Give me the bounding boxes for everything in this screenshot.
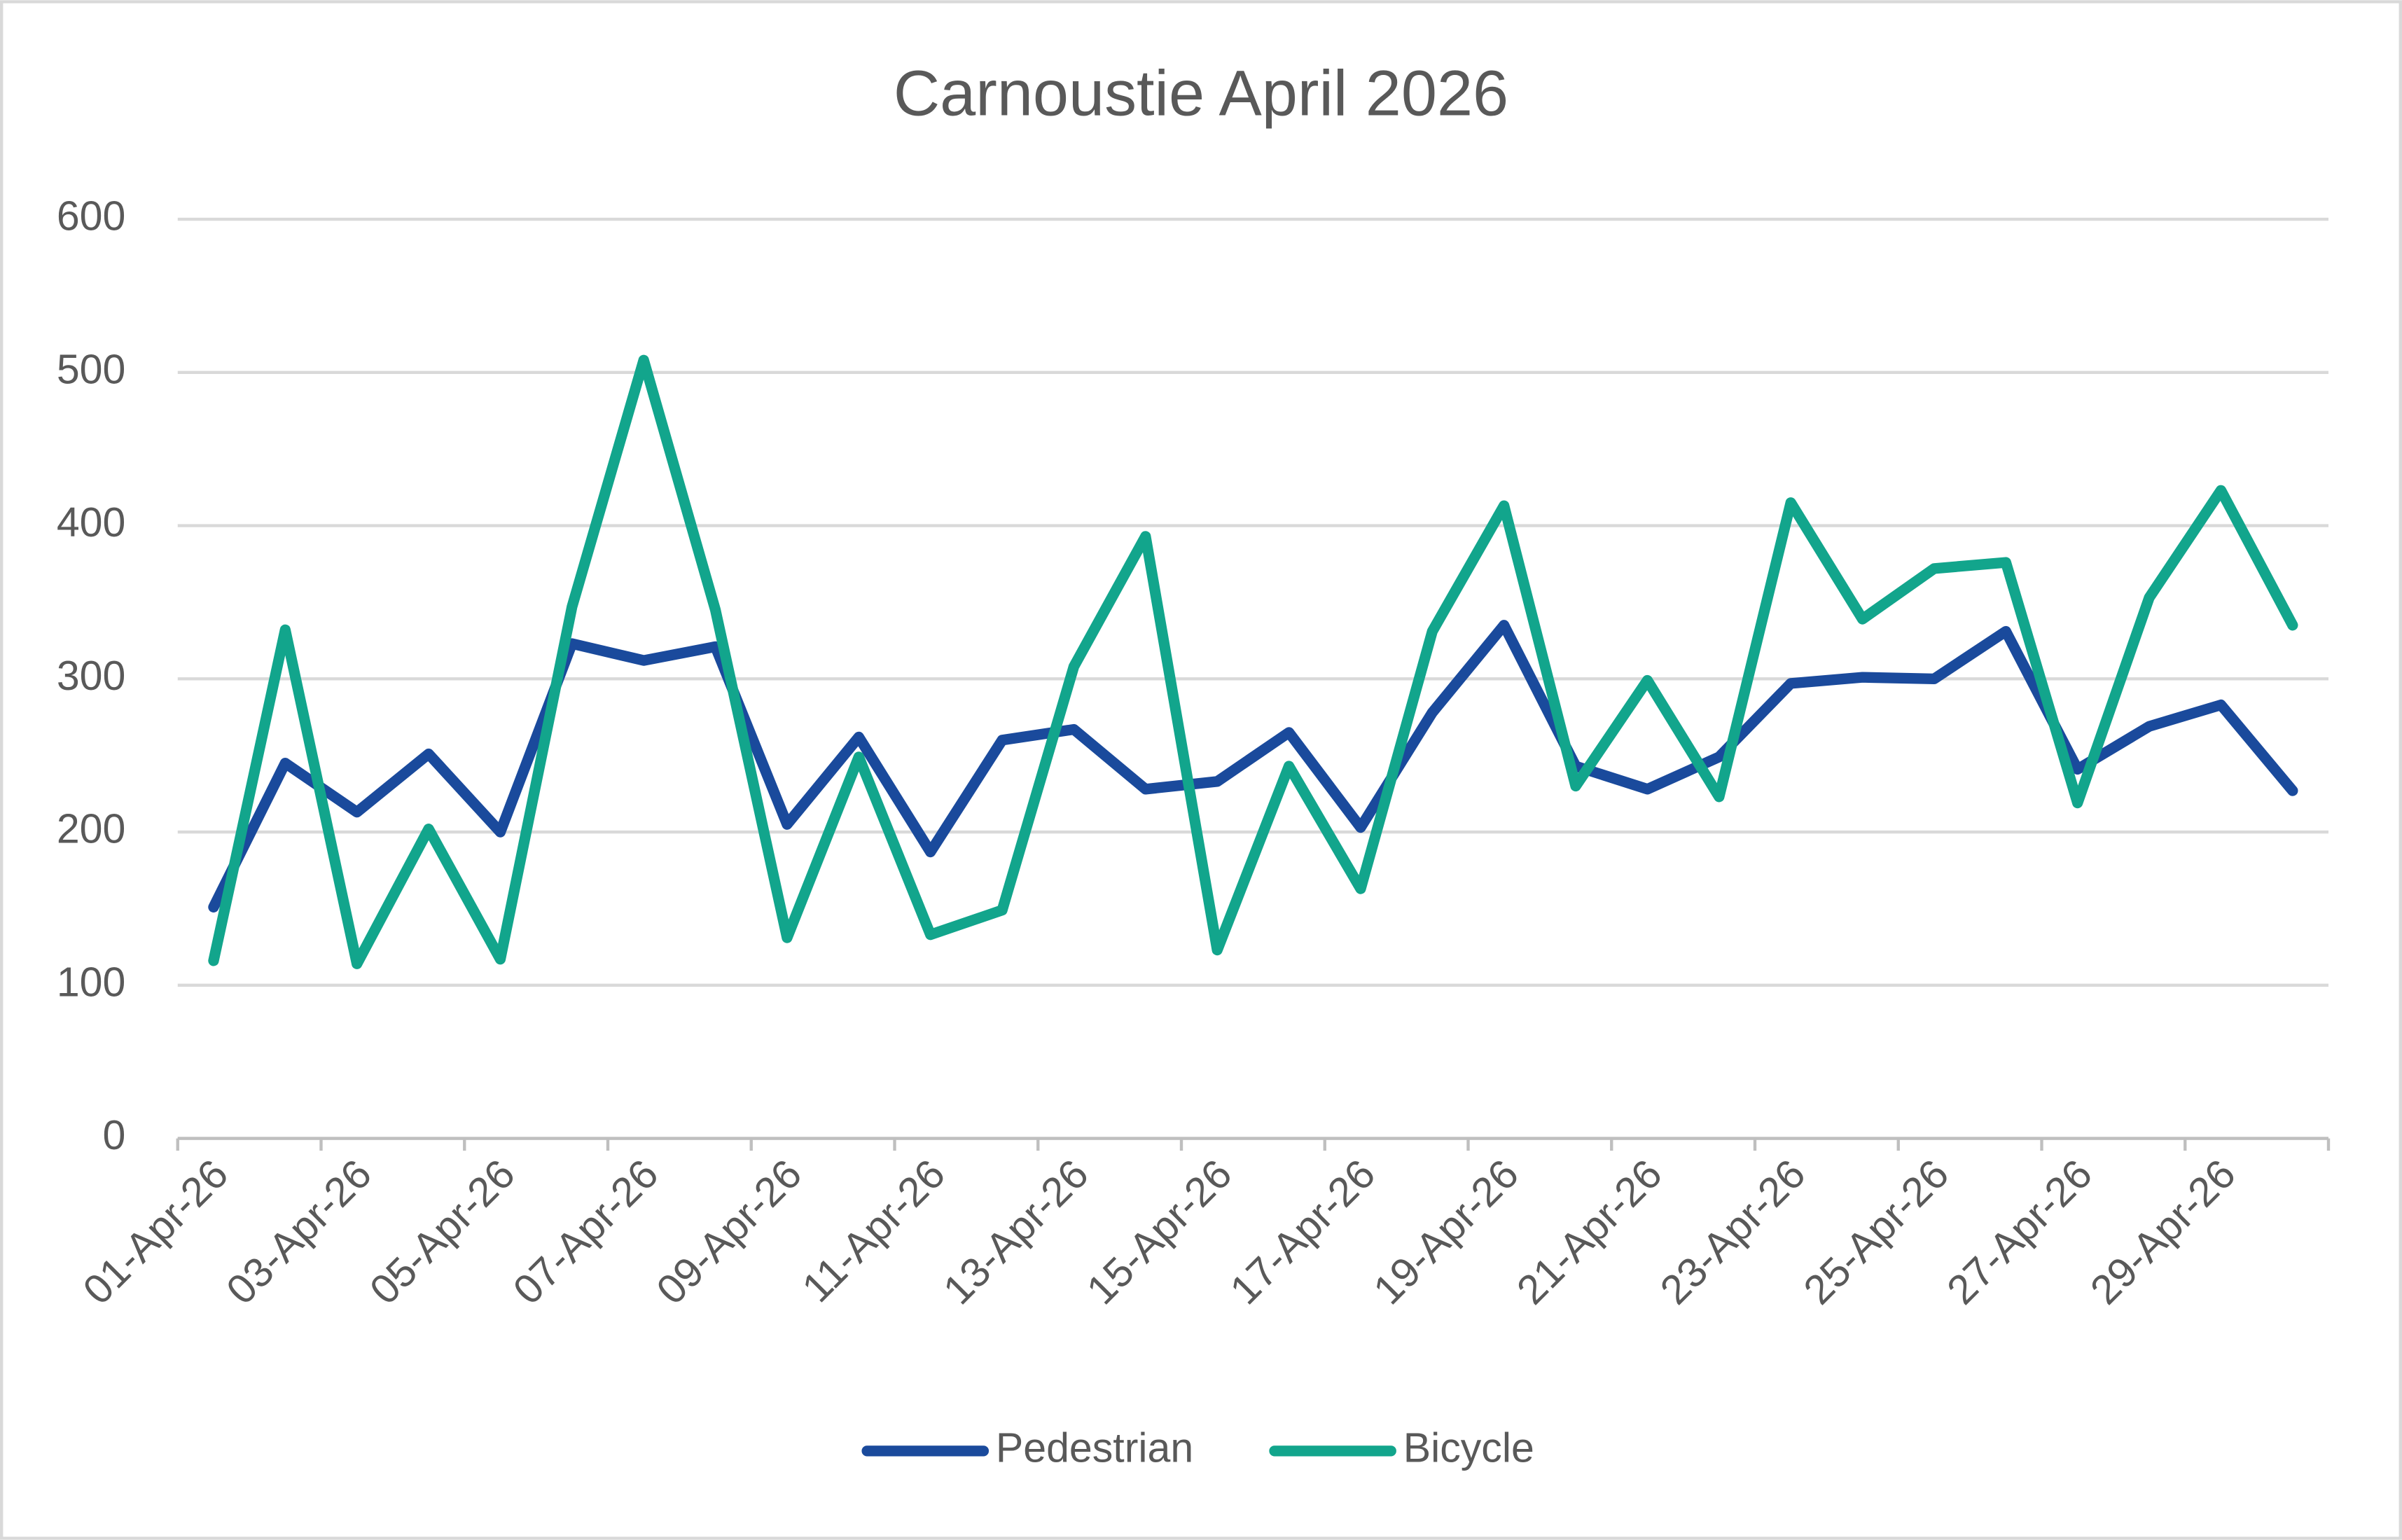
y-tick-label: 300: [57, 653, 126, 699]
y-tick-label: 600: [57, 193, 126, 240]
y-tick-label: 100: [57, 959, 126, 1005]
legend-label: Bicycle: [1403, 1424, 1534, 1471]
y-tick-label: 200: [57, 806, 126, 852]
y-tick-label: 500: [57, 346, 126, 392]
legend-label: Pedestrian: [996, 1424, 1193, 1471]
chart-title: Carnoustie April 2026: [894, 58, 1508, 130]
series-line: [208, 354, 2298, 969]
y-tick-label: 0: [103, 1112, 126, 1158]
y-tick-label: 400: [57, 499, 126, 546]
